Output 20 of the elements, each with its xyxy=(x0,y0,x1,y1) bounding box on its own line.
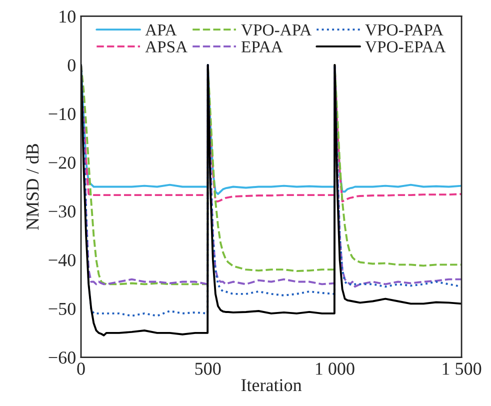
y-tick-label: −50 xyxy=(48,302,76,315)
x-axis-title: Iteration xyxy=(241,379,302,392)
x-tick-label: 1 500 xyxy=(442,362,482,375)
y-tick-label: 10 xyxy=(60,10,76,23)
legend-label: EPAA xyxy=(241,41,283,52)
x-tick-label: 0 xyxy=(77,362,85,375)
y-axis-title: NMSD / dB xyxy=(26,144,39,230)
x-tick-label: 500 xyxy=(195,362,221,375)
legend-label: APA xyxy=(145,24,177,36)
legend-label: VPO-PAPA xyxy=(365,24,444,36)
y-tick-label: −40 xyxy=(48,254,76,266)
y-tick-label: −20 xyxy=(48,156,76,169)
y-tick-label: −10 xyxy=(48,108,76,120)
y-tick-label: −60 xyxy=(48,352,76,364)
legend-label: VPO-APA xyxy=(241,24,312,36)
y-tick-label: −30 xyxy=(48,205,76,218)
y-tick-label: 0 xyxy=(68,59,76,72)
legend-label: VPO-EPAA xyxy=(365,41,446,53)
x-tick-label: 1 000 xyxy=(316,362,354,375)
legend-label: APSA xyxy=(145,41,188,52)
